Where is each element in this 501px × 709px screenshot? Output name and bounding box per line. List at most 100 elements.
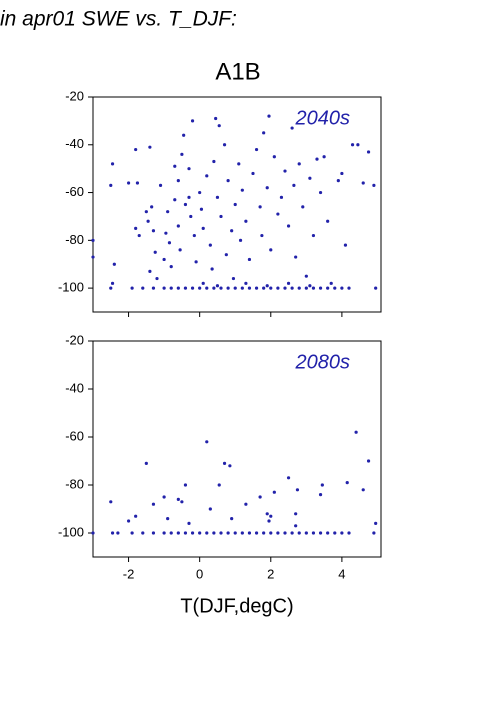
point [205,174,209,178]
point [183,202,188,207]
y-tick-label: -80 [65,232,84,247]
point [201,281,205,285]
x-tick-label: 2 [267,566,274,581]
point [212,531,216,535]
point [110,531,115,535]
point [322,155,326,159]
point [151,502,156,506]
point [297,531,301,535]
point [304,531,308,535]
point [297,162,301,166]
point [91,238,95,242]
panel-label: 2080s [295,351,351,373]
point [269,286,273,290]
point [354,430,358,434]
point [230,229,234,233]
y-tick-label: -60 [65,428,84,443]
point [130,531,134,535]
point [205,286,209,290]
point [212,286,216,290]
point [151,286,156,290]
point [198,190,202,195]
point [361,181,365,185]
point [283,169,287,173]
point [148,145,152,149]
point [141,286,145,290]
point [238,238,243,242]
point [190,286,195,290]
point [254,531,259,535]
point [301,205,305,209]
point [294,512,298,516]
point [347,531,351,535]
point [176,224,180,228]
point [286,476,291,480]
point [272,155,276,159]
point [210,267,214,271]
point [134,514,138,518]
point [350,143,355,147]
point [240,286,244,290]
point [146,219,150,223]
point [192,233,196,238]
point [208,243,212,247]
point [162,531,166,535]
point [290,286,294,290]
point [294,255,298,259]
point [260,233,264,238]
point [199,207,204,211]
point [308,284,312,288]
point [361,488,365,492]
point [333,286,337,290]
point [137,233,141,238]
point [110,162,115,166]
point [189,214,193,219]
point [176,531,180,535]
point [178,248,182,252]
point [205,440,209,444]
point [205,531,209,535]
point [226,179,230,183]
point [173,164,177,168]
point [112,262,116,266]
point [267,519,271,523]
point [340,171,344,176]
point [279,195,284,199]
point [258,205,262,209]
x-tick-label: 0 [196,566,203,581]
y-tick-label: -40 [65,380,84,395]
point [91,531,95,535]
point [233,531,237,535]
point [231,276,236,281]
point [251,171,255,176]
point [276,531,280,535]
point [340,286,344,290]
point [240,188,244,192]
point [276,212,280,216]
point [254,147,259,152]
point [318,493,323,497]
point [183,286,188,290]
point [214,116,218,121]
point [297,286,301,290]
point [176,497,180,501]
point [180,152,184,156]
point [198,286,202,290]
point [230,517,234,521]
point [166,210,170,214]
point [304,286,308,290]
point [265,284,269,288]
point [326,286,330,290]
point [224,253,228,257]
point [240,531,244,535]
point [201,226,205,230]
point [215,195,220,199]
point [294,524,298,528]
point [151,531,156,535]
point [162,495,166,499]
point [254,286,259,290]
point [167,241,172,245]
point [166,517,170,521]
point [374,521,378,526]
